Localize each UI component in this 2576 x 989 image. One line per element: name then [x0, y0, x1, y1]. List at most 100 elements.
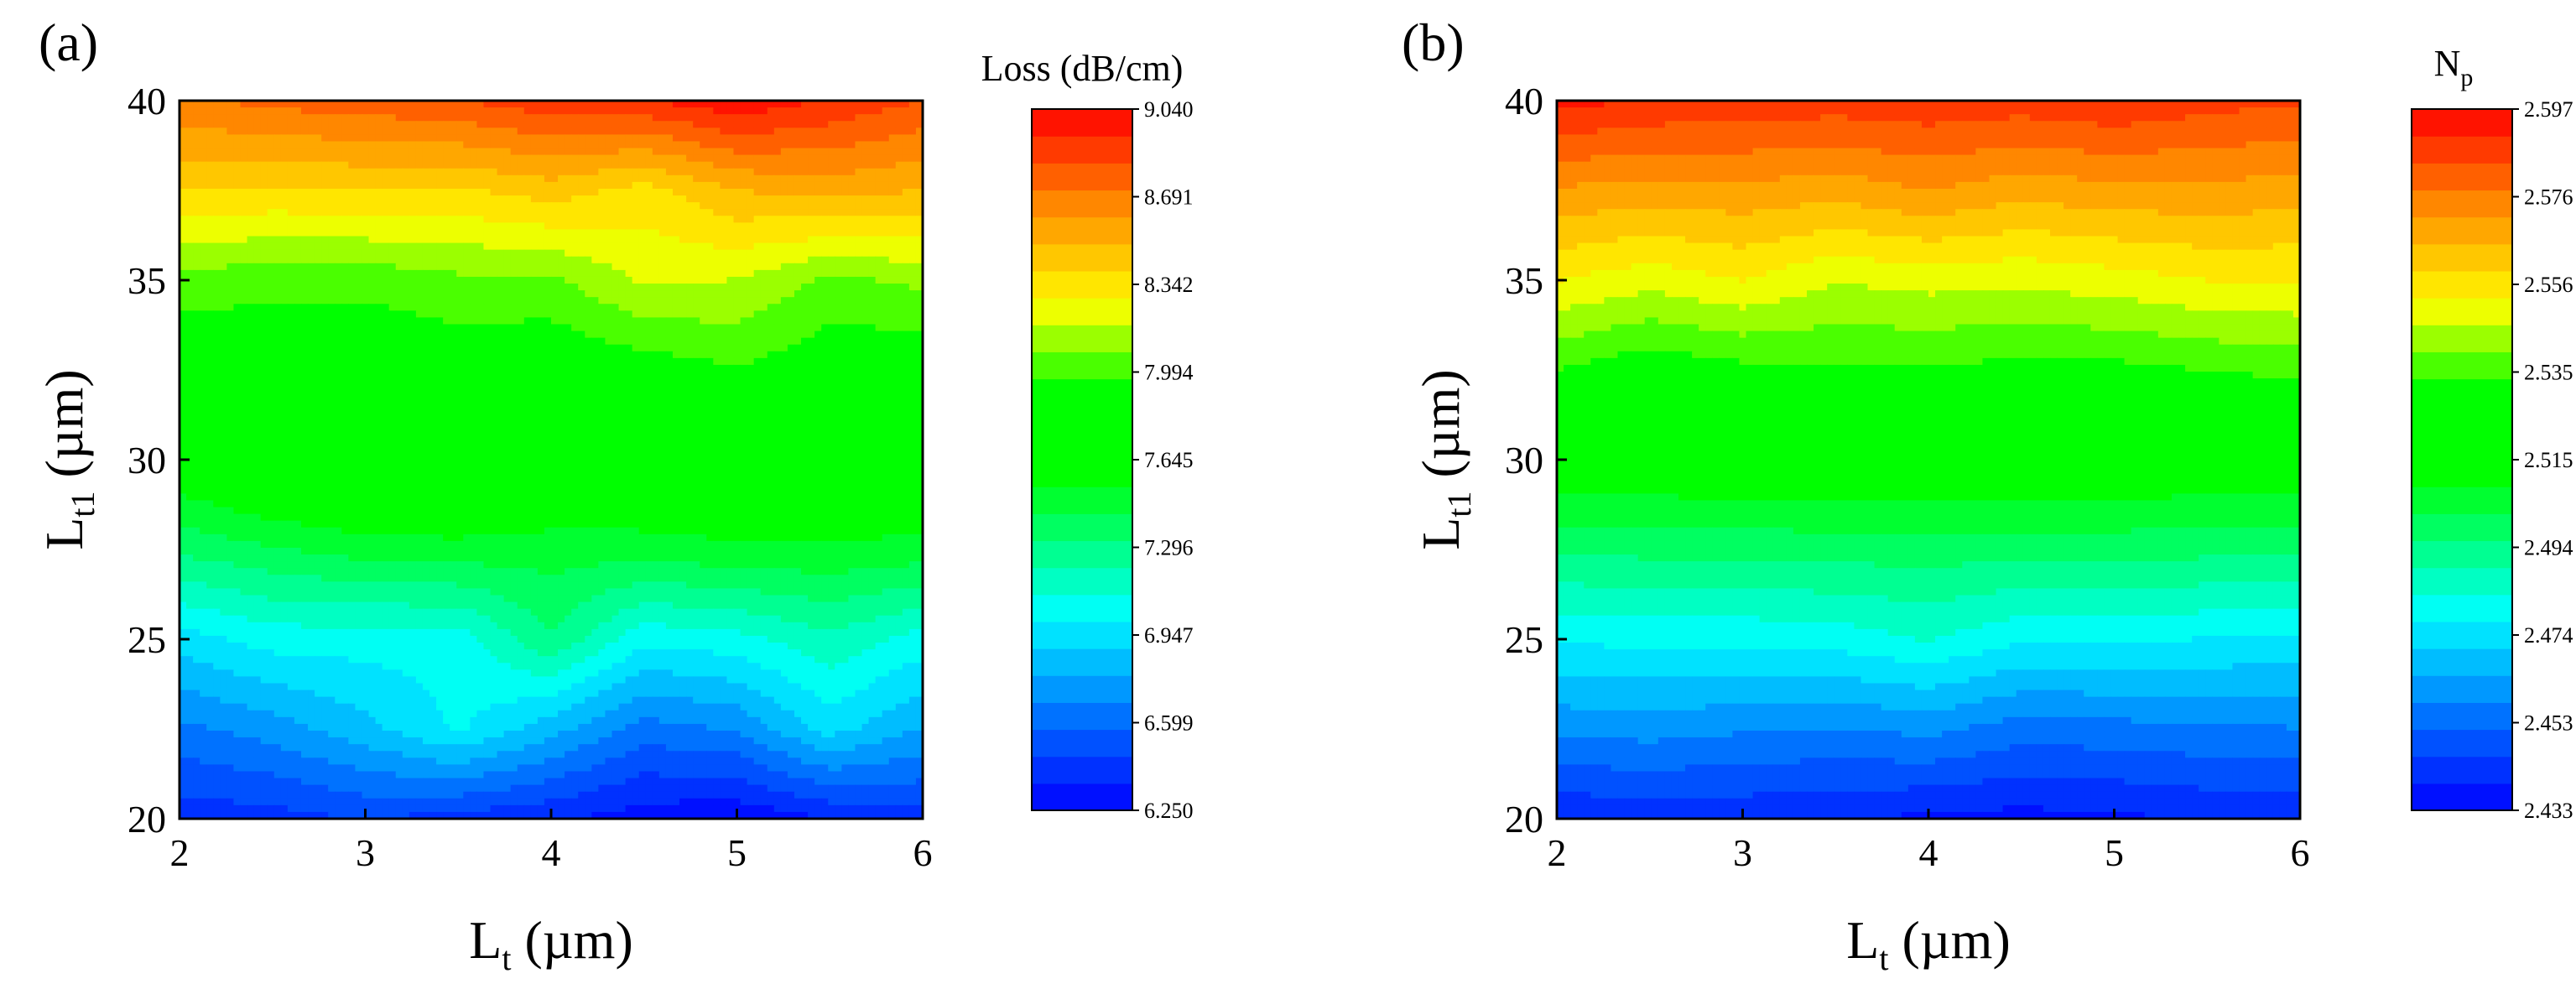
a-heat-cell [679, 331, 687, 339]
a-heat-cell [915, 398, 924, 406]
a-heat-cell [294, 263, 302, 271]
a-heat-cell [300, 263, 309, 271]
a-heat-cell [713, 101, 721, 108]
a-heat-cell [436, 154, 444, 163]
a-heat-cell [551, 229, 559, 237]
a-heat-cell [767, 364, 775, 372]
a-heat-cell [375, 107, 383, 115]
a-heat-cell [300, 256, 309, 264]
a-heat-cell [388, 297, 397, 305]
a-heat-cell [672, 276, 680, 284]
a-heat-cell [618, 337, 627, 346]
a-heat-cell [726, 242, 735, 251]
a-heat-cell [247, 284, 255, 291]
a-heat-cell [335, 385, 342, 393]
a-heat-cell [490, 195, 498, 203]
a-heat-cell [537, 385, 545, 393]
a-heat-cell [436, 392, 444, 399]
a-heat-cell [517, 141, 525, 149]
a-heat-cell [578, 242, 585, 251]
a-heat-cell [362, 161, 370, 169]
a-heat-cell [375, 290, 383, 298]
a-heat-cell [558, 128, 565, 135]
a-heat-cell [760, 168, 768, 176]
a-heat-cell [652, 202, 660, 210]
a-heat-cell [476, 276, 485, 284]
a-heat-cell [551, 134, 559, 143]
a-heat-cell [713, 310, 721, 319]
a-heat-cell [213, 141, 221, 149]
a-heat-cell [456, 174, 464, 183]
a-heat-cell [760, 256, 768, 264]
a-heat-cell [821, 101, 829, 108]
a-heat-cell [658, 229, 667, 237]
a-heat-cell [355, 249, 363, 258]
a-heat-cell [497, 195, 505, 203]
a-heat-cell [206, 141, 214, 149]
a-heat-cell [591, 269, 599, 278]
a-heat-cell [315, 372, 322, 379]
a-heat-cell [375, 181, 383, 190]
a-heat-cell [321, 351, 329, 359]
a-heat-cell [902, 290, 910, 298]
a-heat-cell [497, 188, 505, 196]
a-heat-cell [787, 222, 795, 231]
a-heat-cell [915, 114, 924, 122]
a-heat-cell [422, 209, 430, 216]
a-heat-cell [273, 128, 282, 135]
a-heat-cell [456, 114, 464, 122]
a-heat-cell [638, 324, 647, 332]
a-heat-cell [470, 242, 477, 251]
a-heat-cell [470, 107, 477, 115]
a-heat-cell [767, 297, 775, 305]
a-heat-cell [328, 364, 336, 372]
a-heat-cell [740, 154, 748, 163]
a-heat-cell [388, 242, 397, 251]
a-heat-cell [476, 269, 485, 278]
a-heat-cell [632, 385, 640, 393]
a-heat-cell [422, 216, 430, 223]
a-heat-cell [422, 101, 430, 108]
a-heat-cell [801, 236, 809, 244]
a-heat-cell [558, 249, 565, 258]
a-heat-cell [875, 181, 883, 190]
a-heat-cell [585, 398, 592, 406]
a-heat-cell [848, 337, 856, 346]
a-heat-cell [679, 256, 687, 264]
a-heat-cell [808, 242, 815, 251]
a-heat-cell [530, 222, 539, 231]
a-heat-cell [686, 331, 694, 339]
a-heat-cell [355, 378, 363, 386]
a-heat-cell [902, 263, 910, 271]
a-heat-cell [665, 284, 674, 291]
a-heat-cell [700, 148, 707, 156]
a-heat-cell [497, 168, 505, 176]
a-heat-cell [476, 357, 485, 366]
a-heat-cell [855, 134, 863, 143]
a-heat-cell [402, 229, 410, 237]
a-heat-cell [287, 269, 295, 278]
a-heat-cell [625, 324, 633, 332]
a-heat-cell [632, 344, 640, 352]
a-heat-cell [429, 364, 437, 372]
a-heat-cell [287, 209, 295, 216]
a-heat-cell [571, 324, 579, 332]
a-heat-cell [220, 304, 227, 311]
a-heat-cell [814, 121, 822, 128]
a-heat-cell [213, 174, 221, 183]
a-heat-cell [300, 209, 309, 216]
a-heat-cell [855, 249, 863, 258]
a-heat-cell [186, 364, 194, 372]
a-heat-cell [855, 114, 863, 122]
a-heat-cell [503, 174, 512, 183]
a-heat-cell [206, 324, 214, 332]
a-heat-cell [821, 372, 829, 379]
a-heat-cell [206, 284, 214, 291]
a-heat-cell [835, 398, 842, 406]
a-heat-cell [740, 378, 748, 386]
a-heat-cell [490, 297, 498, 305]
a-heat-cell [382, 195, 390, 203]
a-heat-cell [490, 317, 498, 325]
a-heat-cell [861, 229, 870, 237]
a-heat-cell [382, 297, 390, 305]
